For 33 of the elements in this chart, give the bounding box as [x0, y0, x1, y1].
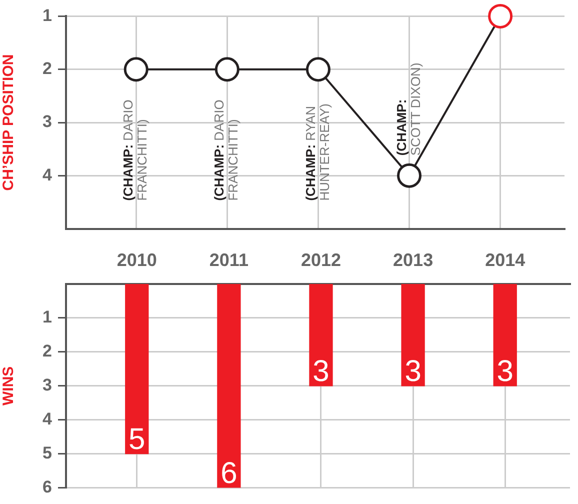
data-label: 6 — [220, 457, 238, 490]
bar — [401, 284, 425, 386]
y-tick-label: 2 — [42, 342, 52, 361]
data-label: 3 — [496, 355, 514, 388]
bar — [125, 284, 149, 454]
bar — [493, 284, 517, 386]
x-tick-label: 2011 — [209, 250, 248, 270]
x-tick-label: 2014 — [485, 250, 526, 270]
x-tick-label: 2013 — [393, 250, 434, 270]
y-tick-label: 5 — [42, 444, 52, 463]
y-axis-title: WINS — [0, 366, 18, 406]
x-tick-label: 2010 — [116, 250, 157, 270]
point — [124, 57, 148, 82]
annotation: (CHAMP: SCOTT DIXON) — [394, 62, 423, 156]
point — [397, 163, 422, 188]
data-label: 3 — [312, 355, 330, 388]
point — [488, 4, 513, 28]
data-label: 3 — [404, 355, 422, 388]
y-tick-label: 1 — [42, 6, 52, 25]
y-tick-label: 6 — [42, 477, 52, 496]
data-label: 5 — [128, 423, 146, 456]
y-axis-title: CH’SHIP POSITION — [0, 54, 18, 191]
x-tick-label: 2012 — [300, 250, 342, 270]
bar — [217, 284, 241, 488]
y-tick-label: 3 — [42, 112, 52, 132]
y-tick-label: 2 — [42, 59, 52, 78]
y-tick-label: 4 — [42, 165, 53, 184]
point — [306, 57, 330, 82]
y-tick-label: 4 — [42, 410, 53, 429]
point — [214, 57, 240, 82]
y-tick-label: 3 — [42, 376, 52, 395]
y-tick-label: 1 — [42, 308, 52, 327]
bar — [309, 284, 333, 386]
